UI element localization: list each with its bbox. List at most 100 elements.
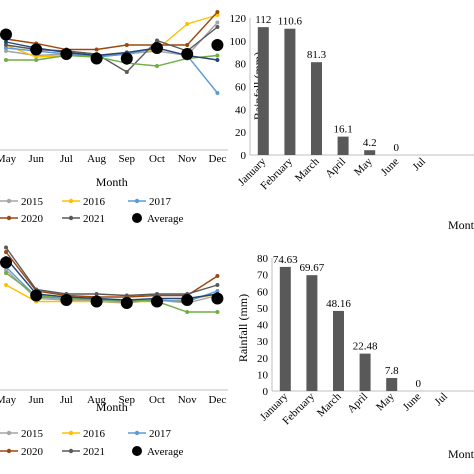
average-point [60,294,73,306]
x-tick-label: Sep [119,394,136,406]
x-tick-label: Aug [87,153,106,165]
series-point [4,46,8,50]
x-tick-label: Dec [209,394,227,406]
series-line [6,54,218,67]
series-point [215,10,220,14]
series-point [124,293,129,298]
category-label: May [374,390,397,413]
y-tick-label: 70 [257,270,269,282]
y-tick-label: 60 [257,286,269,298]
legend-label: 2021 [83,446,105,458]
legend-label: 2020 [21,213,44,225]
series-point [4,40,8,44]
y-tick-label: 10 [257,369,269,381]
data-label: 48.16 [326,298,351,310]
average-point [181,294,194,306]
bar-chart-1: 020406080100120Rainfall (mm)112January11… [230,13,474,232]
category-label: June [379,156,402,179]
bar [284,28,296,155]
category-label: April [323,156,348,181]
y-tick-label: 40 [235,104,247,116]
y-tick-label: 80 [235,59,247,71]
legend-label: 2015 [21,428,44,440]
y-tick-label: 40 [257,320,269,332]
category-label: Jul [432,391,450,409]
series-point [124,70,129,74]
y-tick-label: 50 [257,303,269,315]
series-point [4,271,8,275]
bar [279,266,291,391]
data-label: 69.67 [300,262,325,274]
data-label: 0 [394,142,400,154]
legend-label: 2020 [21,446,44,458]
series-point [155,292,159,296]
series-point [34,55,39,59]
bar [311,62,322,156]
x-tick-label: Nov [178,153,197,165]
legend-marker [134,430,140,436]
data-label: 0 [416,378,422,390]
average-point [151,42,163,54]
legend-marker [68,430,74,436]
legend-label: 2017 [149,428,172,440]
average-point [0,256,12,269]
legend-label: 2016 [83,196,106,208]
series-line [5,251,218,298]
x-tick-label: Jul [60,153,73,165]
y-axis-label: Rainfall (mm) [236,294,250,362]
y-tick-label: 60 [235,82,247,94]
average-point [120,297,133,309]
legend-average-marker [132,446,142,456]
x-axis-label: Month [96,400,128,414]
x-tick-label: Oct [149,153,165,165]
y-tick-label: 100 [230,36,247,48]
bar [337,136,349,155]
bar [306,275,318,391]
average-point [30,43,43,56]
average-point [211,39,224,51]
y-tick-label: 30 [257,336,269,348]
legend-label: 2015 [21,196,44,208]
series-point [94,47,99,52]
series-point [215,20,220,25]
data-label: 74.63 [273,254,298,266]
legend-label: Average [147,446,184,458]
bar [359,353,371,391]
bar [386,378,398,391]
series-point [124,43,129,47]
category-label: May [352,155,375,178]
legend-average-marker [132,213,142,223]
series-point [94,292,99,296]
series-line [5,247,218,297]
series-line [5,11,218,51]
legend-label: 2016 [83,428,106,440]
x-tick-label: Aug [87,394,106,406]
series-point [4,250,8,254]
x-tick-label: May [0,394,17,406]
series-point [4,49,8,53]
legend-marker [6,198,12,204]
x-tick-label: Oct [149,394,165,406]
bar [333,310,344,391]
category-label: June [401,391,424,414]
x-tick-label: May [0,153,17,165]
data-label: 7.8 [385,365,399,377]
x-tick-label: Jun [29,153,45,165]
y-tick-label: 80 [257,253,269,265]
average-point [211,292,224,305]
data-label: 4.2 [363,137,377,149]
data-label: 22.48 [353,341,378,353]
series-point [185,22,190,26]
series-point [4,58,8,62]
average-point [151,295,163,308]
average-point [30,289,43,302]
legend-marker [68,215,74,221]
average-point [120,52,133,65]
category-label: March [293,155,322,184]
x-tick-label: Dec [209,153,227,165]
line-legend: 2015 2016 2017 2020 2021 Average [0,428,184,458]
series-point [215,91,220,95]
